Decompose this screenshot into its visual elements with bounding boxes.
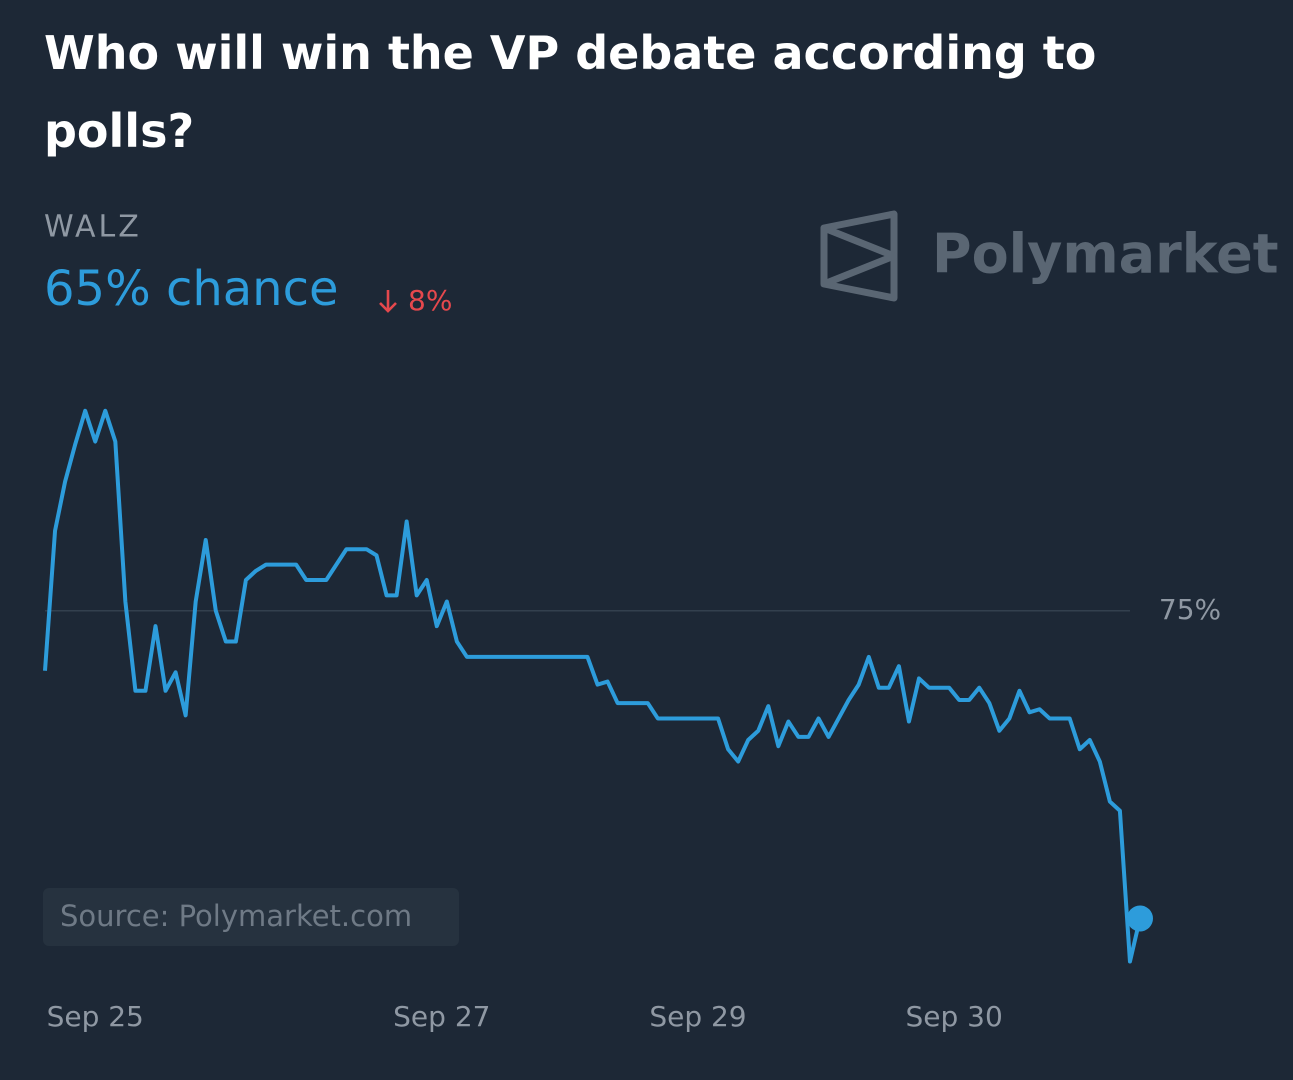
current-value: 65% chance [44,261,339,317]
end-dot [1127,905,1153,932]
source: Source: Polymarket.com [60,899,412,933]
change-value: 8% [408,284,452,317]
y-tick-label: 75% [1159,593,1221,626]
series-line [43,408,1142,964]
x-tick-label: Sep 29 [649,1000,746,1033]
source-box [43,888,459,946]
watermark: Polymarket [932,223,1279,286]
series-name: WALZ [44,210,142,245]
x-tick-label: Sep 27 [393,1000,490,1033]
x-tick-label: Sep 25 [47,1000,144,1033]
logo-icon [820,210,898,302]
down-arrow [379,290,397,313]
chart-title: Who will win the VP debate according to … [44,26,1097,158]
x-tick-label: Sep 30 [905,1000,1002,1033]
